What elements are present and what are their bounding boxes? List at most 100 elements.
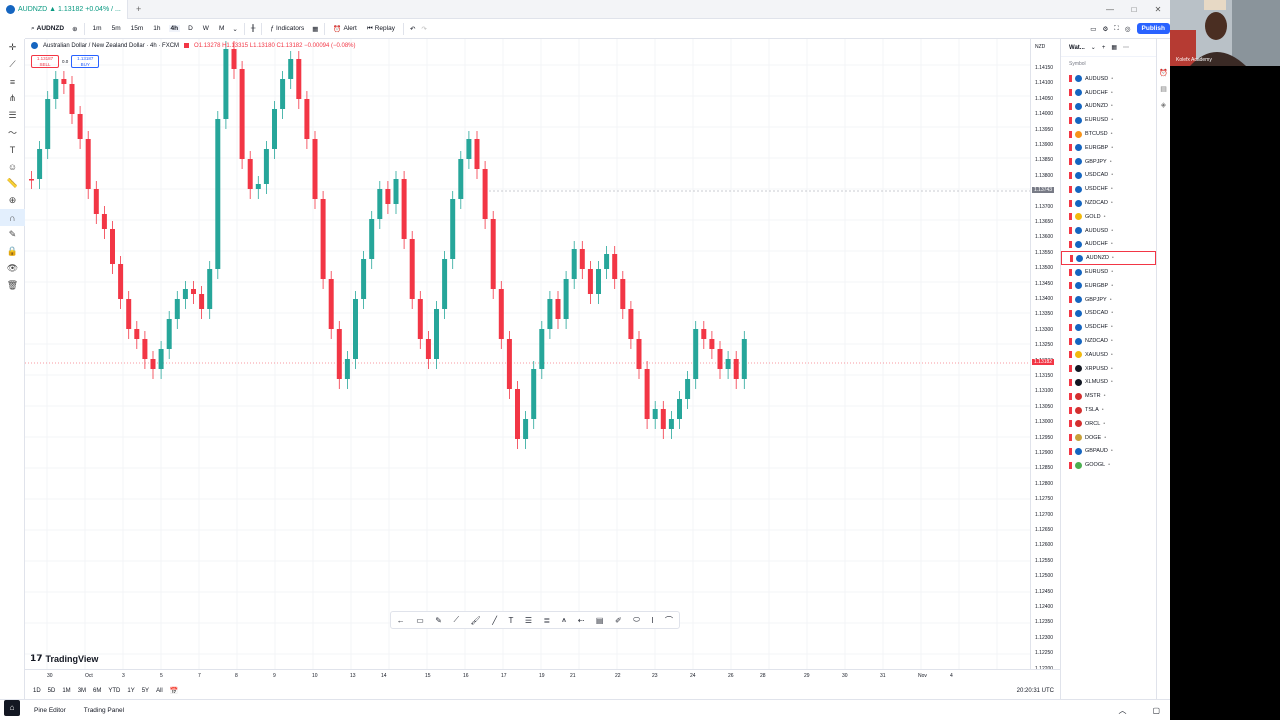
watchlist-row[interactable]: XRPUSD • (1061, 362, 1156, 376)
watchlist-row[interactable]: ORCL • (1061, 417, 1156, 431)
interval-d[interactable]: D (188, 25, 193, 32)
pitchfork-icon[interactable]: ⋔ (8, 93, 17, 103)
watchlist-row[interactable]: USDCHF • (1061, 182, 1156, 196)
rectangle-icon[interactable]: ▭ (416, 615, 424, 625)
watchlist-row[interactable]: GOLD • (1061, 210, 1156, 224)
watchlist-row[interactable]: XLMUSD • (1061, 376, 1156, 390)
watchlist-row[interactable]: NZDCAD • (1061, 196, 1156, 210)
vertical-line-icon[interactable]: ǀ (651, 615, 654, 625)
range-5y[interactable]: 5Y (141, 688, 150, 694)
trading-panel-tab[interactable]: Trading Panel (83, 706, 125, 714)
brush-icon[interactable]: 〜 (7, 128, 17, 138)
trend-line-icon[interactable]: ⟋ (9, 59, 16, 69)
watchlist-row[interactable]: EURGBP • (1061, 141, 1156, 155)
crosshair-icon[interactable]: ✛ (8, 42, 17, 52)
watchlist-row[interactable]: BTCUSD • (1061, 127, 1156, 141)
tradingview-logo[interactable]: 𝟭𝟳 TradingView (30, 653, 98, 664)
goto-date-icon[interactable]: 📅 (169, 688, 179, 695)
watchlist-row[interactable]: AUDNZD • (1061, 251, 1156, 266)
range-1d[interactable]: 1D (33, 688, 41, 694)
collapse-panel-icon[interactable]: ︿ (1118, 705, 1127, 715)
lock-icon[interactable]: 🔒 (6, 246, 19, 256)
trash-icon[interactable]: 🗑 (6, 280, 19, 290)
calendar-icon[interactable]: ▤ (1160, 86, 1167, 93)
watchlist-row[interactable]: USDCAD • (1061, 169, 1156, 183)
ideas-icon[interactable]: ◈ (1160, 102, 1167, 109)
arrow-icon[interactable]: ⇠ (577, 615, 585, 625)
watchlist-row[interactable]: USDCHF • (1061, 320, 1156, 334)
pattern-icon[interactable]: ⩚ (561, 615, 567, 624)
range-1y[interactable]: 1Y (127, 688, 135, 694)
range-6m[interactable]: 6M (93, 688, 102, 694)
pencil-icon[interactable]: ✎ (435, 615, 442, 625)
ruler-icon[interactable]: 📏 (6, 178, 19, 188)
watchlist-title[interactable]: Wat... (1069, 44, 1085, 51)
arrow-back-icon[interactable]: ← (396, 615, 405, 625)
watchlist-row[interactable]: AUDUSD • (1061, 224, 1156, 238)
interval-15m[interactable]: 15m (130, 25, 144, 32)
curve-icon[interactable]: ⌒ (665, 615, 674, 625)
range-1m[interactable]: 1M (62, 688, 71, 694)
watchlist-row[interactable]: GBPJPY • (1061, 155, 1156, 169)
candlestick-chart[interactable] (25, 39, 1030, 669)
range-all[interactable]: All (156, 688, 163, 694)
indicators-button[interactable]: ƒ Indicators (268, 25, 306, 32)
taskbar-app-icon[interactable]: ⌂ (4, 700, 20, 716)
interval-m[interactable]: M (218, 25, 225, 32)
highlighter-icon[interactable]: ✐ (614, 615, 622, 625)
watchlist-row[interactable]: XAUUSD • (1061, 348, 1156, 362)
fib-icon[interactable]: ≣ (543, 615, 551, 625)
new-tab-button[interactable]: + (136, 4, 142, 14)
zoom-in-icon[interactable]: ⊕ (8, 195, 17, 205)
redo-icon[interactable]: ↷ (421, 25, 427, 33)
alarm-clock-icon[interactable]: ⏰ (1159, 70, 1168, 77)
note-icon[interactable]: ☰ (524, 615, 533, 625)
interval-4h[interactable]: 4h (168, 25, 181, 32)
watchlist-row[interactable]: TSLA • (1061, 403, 1156, 417)
watchlist-row[interactable]: GOOGL • (1061, 458, 1156, 472)
undo-icon[interactable]: ↶ (409, 25, 416, 33)
path-icon[interactable]: ⟋ (453, 615, 460, 624)
watchlist-row[interactable]: EURGBP • (1061, 279, 1156, 293)
emoji-icon[interactable]: ☺ (7, 161, 18, 172)
replay-button[interactable]: ⏮ Replay (365, 25, 397, 33)
window-close-button[interactable]: ✕ (1154, 4, 1162, 14)
window-minimize-button[interactable]: — (1106, 4, 1114, 14)
watchlist-row[interactable]: GBPJPY • (1061, 293, 1156, 307)
add-symbol-icon[interactable]: + (1101, 44, 1106, 51)
settings-gear-icon[interactable]: ⚙ (1102, 25, 1109, 33)
alert-button[interactable]: ⏰ Alert (331, 25, 358, 33)
horizontal-lines-icon[interactable]: ≡ (9, 76, 16, 87)
watchlist-row[interactable]: GBPAUD • (1061, 445, 1156, 459)
watchlist-row[interactable]: AUDCHF • (1061, 238, 1156, 252)
line-icon[interactable]: ╱ (492, 615, 498, 625)
price-axis[interactable]: NZD 1.14150 1.14100 1.14050 1.14000 1.13950 1… (1030, 39, 1060, 672)
range-3m[interactable]: 3M (77, 688, 87, 694)
symbol-search[interactable]: ⌕ AUDNZD (29, 25, 66, 33)
text-icon[interactable]: T (508, 615, 514, 625)
layout-icon[interactable]: ▭ (1090, 25, 1097, 33)
text-tool-icon[interactable]: T (9, 144, 16, 155)
watchlist-row[interactable]: AUDNZD • (1061, 100, 1156, 114)
maximize-panel-icon[interactable]: ▢ (1152, 705, 1160, 715)
chart-pane[interactable]: Australian Dollar / New Zealand Dollar ·… (25, 39, 1030, 669)
advanced-view-icon[interactable]: ▦ (1111, 45, 1117, 51)
watchlist-row[interactable]: EURUSD • (1061, 113, 1156, 127)
watchlist-row[interactable]: DOGE • (1061, 431, 1156, 445)
interval-1m[interactable]: 1m (92, 25, 102, 32)
magnet-icon[interactable]: ∩ (0, 209, 25, 226)
chevron-down-icon[interactable]: ⌄ (232, 25, 238, 33)
camera-icon[interactable]: ◎ (1124, 25, 1131, 33)
fullscreen-icon[interactable]: ⛶ (1114, 24, 1119, 32)
eye-icon[interactable]: 👁 (6, 263, 19, 273)
watchlist-row[interactable]: MSTR • (1061, 389, 1156, 403)
range-ytd[interactable]: YTD (108, 688, 121, 694)
browser-tab[interactable]: AUDNZD ▲ 1.13182 +0.04% / ... (0, 0, 128, 19)
stay-in-drawing-icon[interactable]: ✎ (8, 229, 17, 239)
compare-symbol-icon[interactable]: ⊕ (72, 25, 78, 33)
interval-1h[interactable]: 1h (153, 25, 161, 32)
chevron-down-icon[interactable]: ⌄ (1090, 45, 1096, 51)
buy-button[interactable]: 1.13187 BUY (71, 55, 100, 68)
more-icon[interactable]: ⋯ (1123, 45, 1129, 51)
candle-style-icon[interactable]: ╫ (250, 25, 256, 32)
